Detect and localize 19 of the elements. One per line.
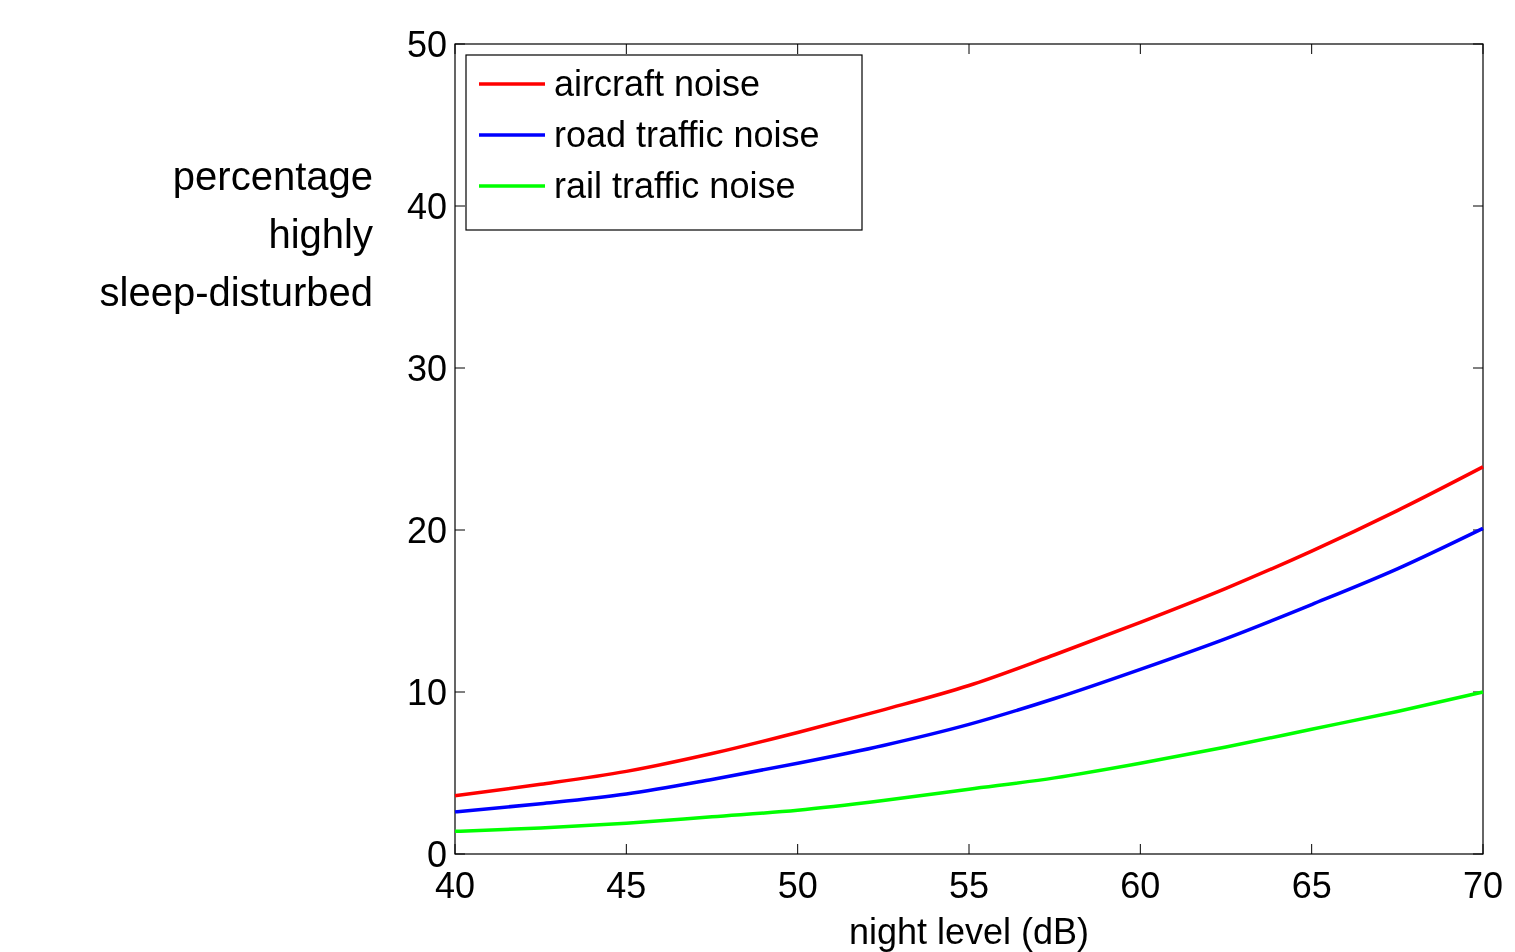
y-tick-label: 10	[406, 672, 447, 713]
legend-label: rail traffic noise	[554, 165, 796, 206]
y-tick-label: 40	[406, 186, 447, 227]
y-tick-label: 30	[406, 348, 447, 389]
x-tick-label: 60	[1120, 865, 1161, 906]
y-tick-label: 50	[406, 24, 447, 65]
x-tick-label: 70	[1462, 865, 1504, 906]
x-tick-label: 45	[606, 865, 647, 906]
line-series	[453, 690, 1485, 834]
x-tick-label: 50	[777, 865, 818, 906]
line-series	[453, 526, 1485, 814]
y-axis-title: percentage highly sleep-disturbed	[99, 154, 373, 314]
x-tick-label: 55	[948, 865, 990, 906]
x-tick-label: 65	[1291, 865, 1332, 906]
line-series	[453, 465, 1485, 798]
x-axis-title: night level (dB)	[848, 911, 1090, 952]
legend-label: aircraft noise	[554, 63, 761, 104]
legend-label: road traffic noise	[554, 114, 820, 155]
y-tick-label: 20	[406, 510, 447, 551]
